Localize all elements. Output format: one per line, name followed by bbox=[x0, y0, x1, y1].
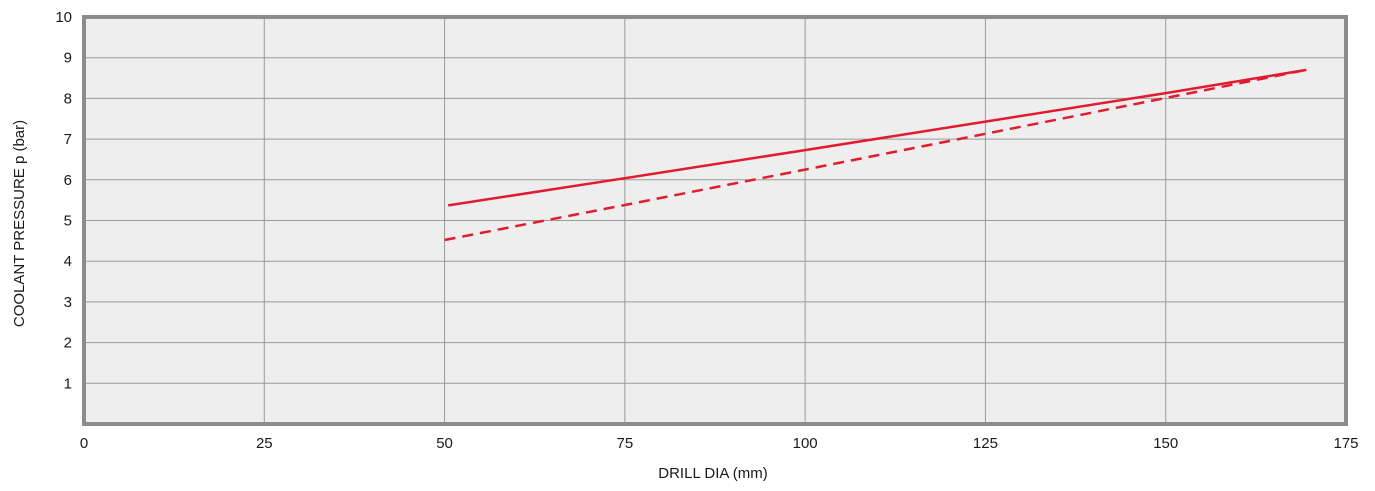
x-tick-label: 0 bbox=[80, 435, 88, 452]
x-tick-label: 150 bbox=[1153, 435, 1178, 452]
y-tick-label: 5 bbox=[64, 213, 72, 230]
y-axis-label: COOLANT PRESSURE p (bar) bbox=[11, 120, 28, 327]
x-tick-label: 125 bbox=[973, 435, 998, 452]
y-axis-ticks: 1 2 3 4 5 6 7 8 9 10 bbox=[55, 9, 72, 392]
series-dashed-line bbox=[444, 68, 1307, 242]
y-tick-label: 3 bbox=[64, 294, 72, 311]
y-tick-label: 6 bbox=[64, 172, 72, 189]
x-tick-label: 50 bbox=[436, 435, 453, 452]
x-tick-label: 175 bbox=[1333, 435, 1358, 452]
y-tick-label: 2 bbox=[64, 335, 72, 352]
series-solid-line bbox=[448, 68, 1307, 207]
y-tick-label: 1 bbox=[64, 375, 72, 392]
x-tick-label: 75 bbox=[617, 435, 634, 452]
x-axis-ticks: 0 25 50 75 100 125 150 175 bbox=[80, 435, 1359, 452]
y-tick-label: 7 bbox=[64, 131, 72, 148]
grid bbox=[84, 17, 1346, 424]
x-axis-label: DRILL DIA (mm) bbox=[658, 465, 767, 482]
y-tick-label: 4 bbox=[64, 253, 72, 270]
y-tick-label: 8 bbox=[64, 90, 72, 107]
x-tick-label: 25 bbox=[256, 435, 273, 452]
plot-frame bbox=[82, 15, 1348, 426]
y-tick-label: 10 bbox=[55, 9, 72, 26]
series-group bbox=[444, 68, 1307, 242]
x-tick-label: 100 bbox=[793, 435, 818, 452]
y-tick-label: 9 bbox=[64, 50, 72, 67]
